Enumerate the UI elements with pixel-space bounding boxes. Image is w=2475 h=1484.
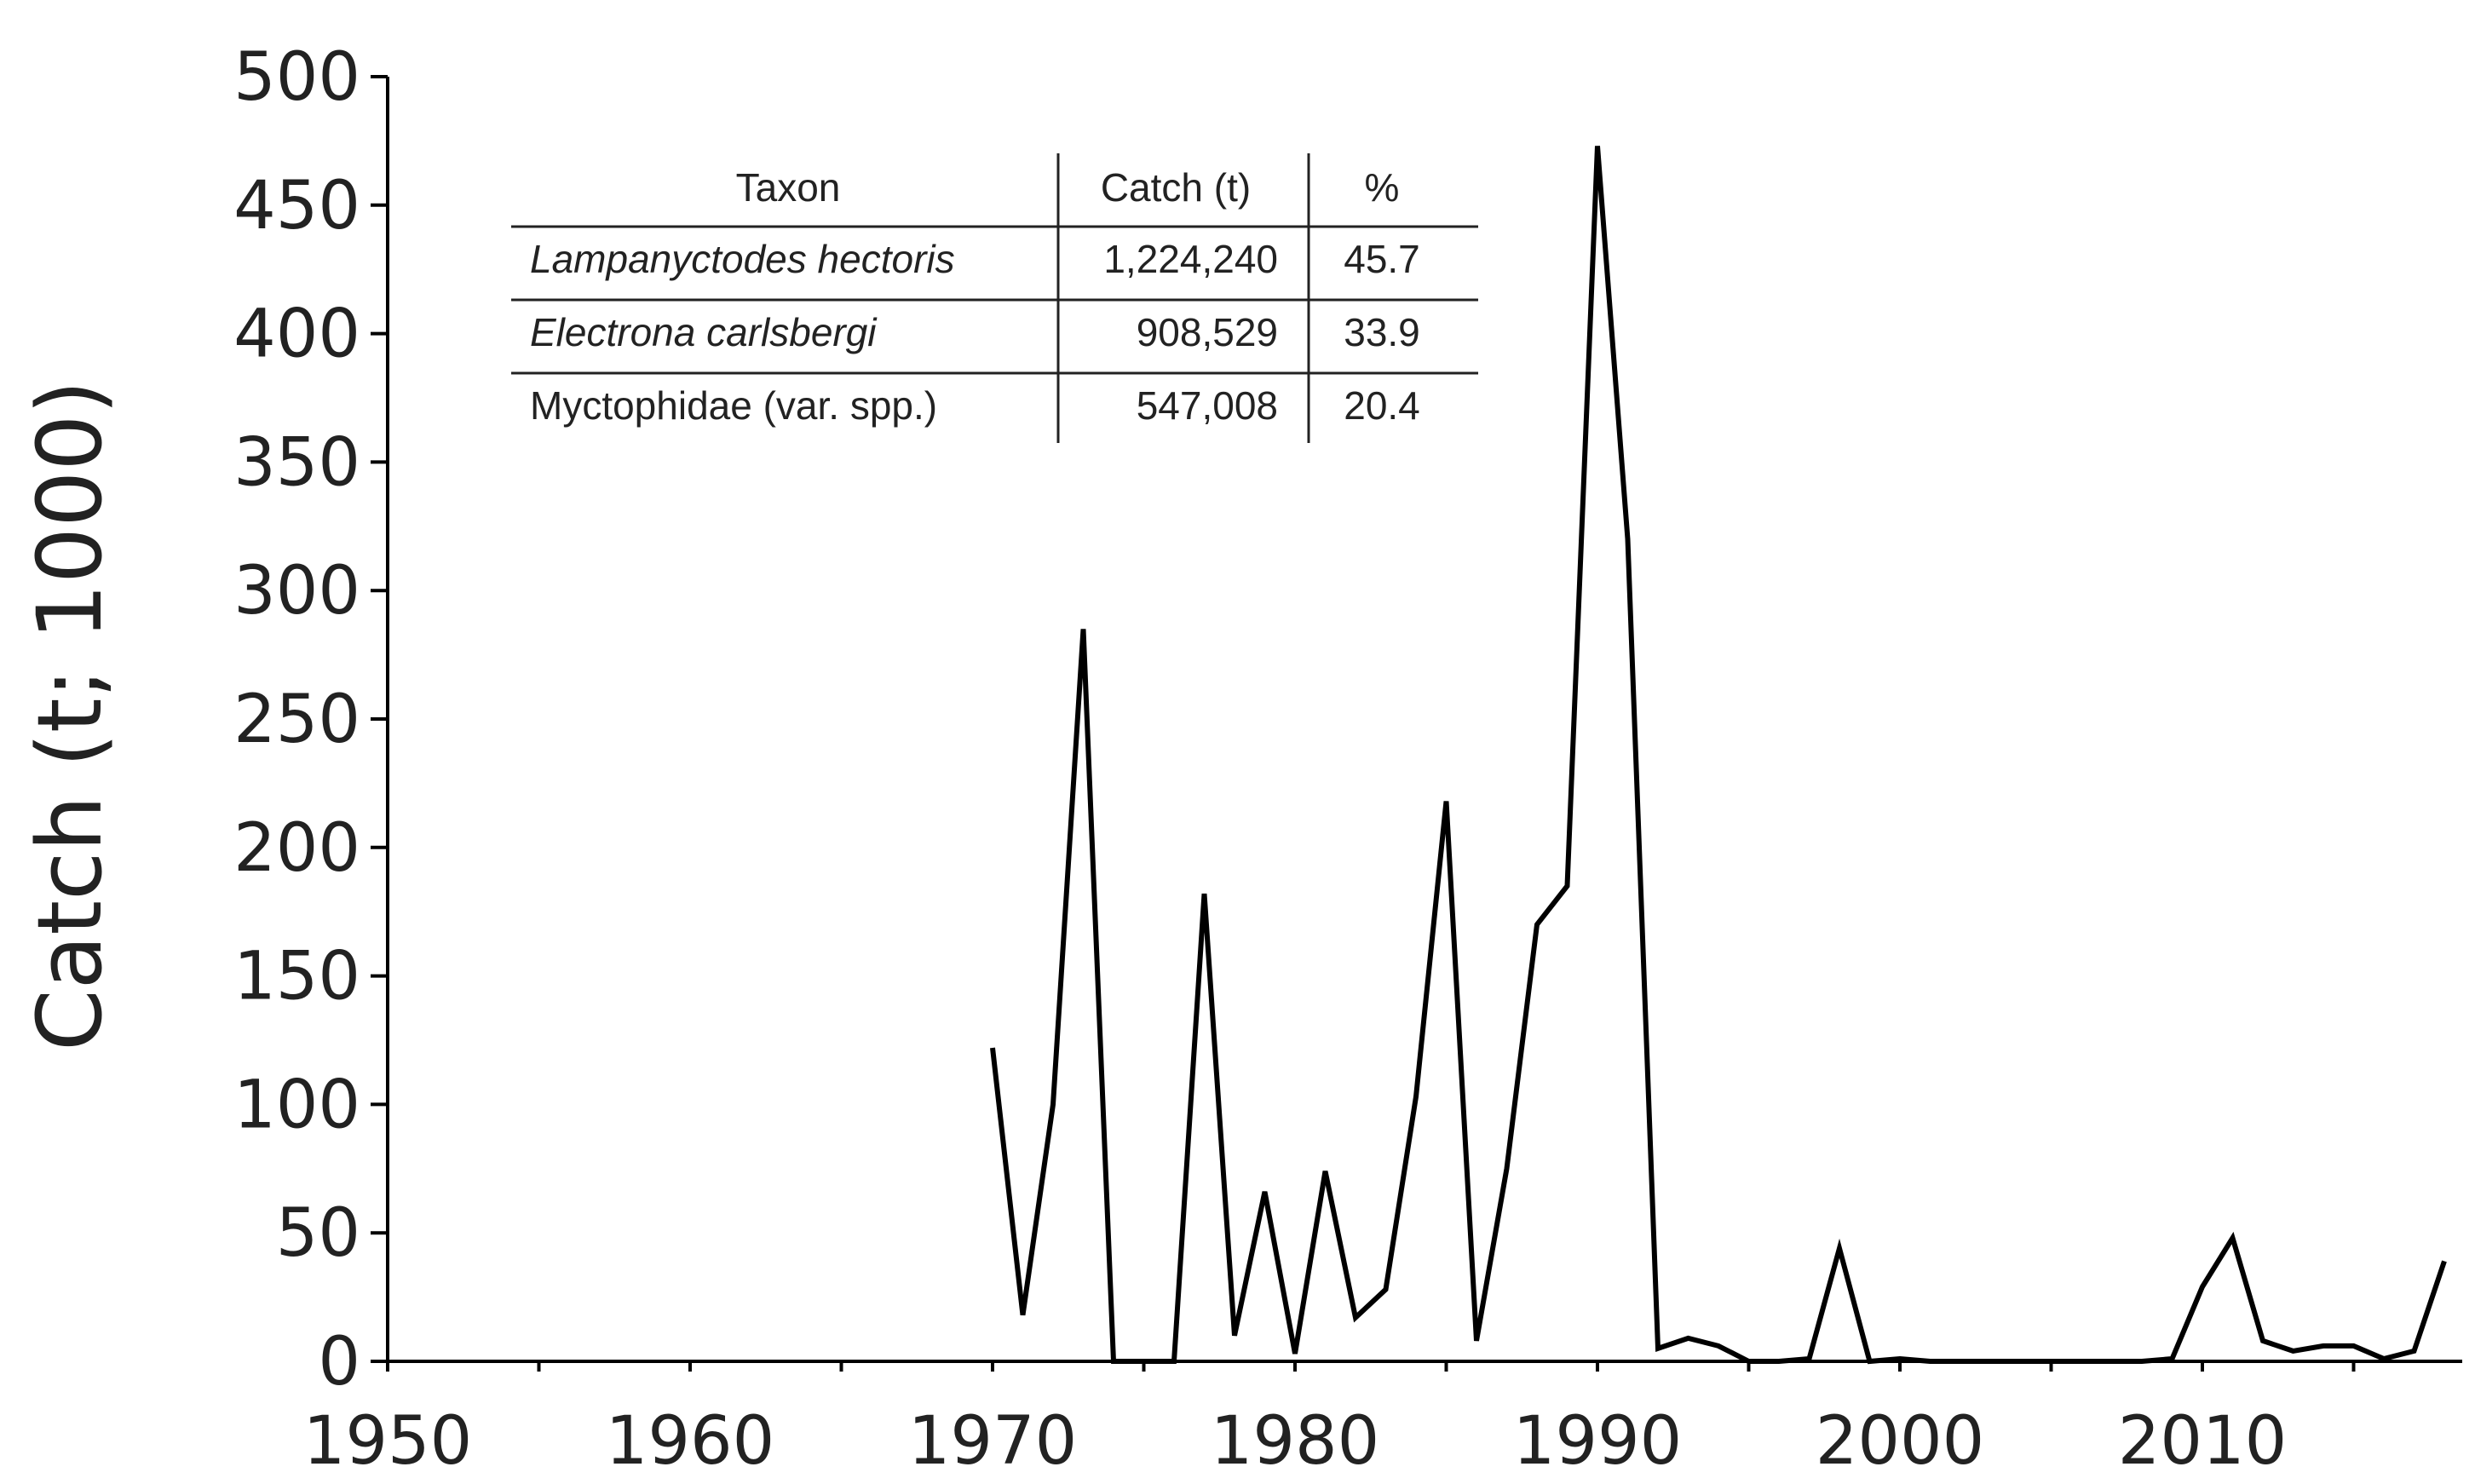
y-tick-label: 400 [233, 296, 360, 373]
y-tick-label: 250 [233, 682, 360, 758]
table-cell-taxon: Myctophidae (var. spp.) [530, 383, 937, 428]
x-tick-label: 2010 [2118, 1403, 2288, 1480]
x-tick-label: 1960 [606, 1403, 775, 1480]
x-tick-label: 2000 [1816, 1403, 1985, 1480]
y-tick-label: 0 [318, 1324, 360, 1401]
y-tick-label: 300 [233, 553, 360, 630]
y-ticks: 0 50 100 150 200 250 300 350 400 450 500 [233, 39, 388, 1401]
table-header-catch: Catch (t) [1101, 165, 1251, 210]
table-header-pct: % [1365, 165, 1400, 210]
y-tick-label: 100 [233, 1067, 360, 1143]
x-tick-label: 1950 [303, 1403, 473, 1480]
table-cell-pct: 33.9 [1344, 310, 1420, 354]
table-cell-pct: 20.4 [1344, 383, 1420, 428]
inset-table: Taxon Catch (t) % Lampanyctodes hectoris… [511, 153, 1478, 443]
x-tick-label: 1980 [1211, 1403, 1380, 1480]
x-ticks: 1950 1960 1970 1980 1990 2000 2010 [303, 1361, 2356, 1480]
y-tick-label: 150 [233, 939, 360, 1015]
series-line [990, 146, 2447, 1365]
y-tick-label: 500 [233, 39, 360, 116]
table-cell-pct: 45.7 [1344, 237, 1420, 281]
y-tick-label: 200 [233, 810, 360, 887]
table-cell-taxon: Lampanyctodes hectoris [530, 237, 955, 281]
table-cell-catch: 1,224,240 [1103, 237, 1278, 281]
table-cell-catch: 908,529 [1137, 310, 1278, 354]
x-tick-label: 1990 [1513, 1403, 1683, 1480]
table-cell-catch: 547,008 [1137, 383, 1278, 428]
y-tick-label: 450 [233, 168, 360, 244]
y-tick-label: 350 [233, 424, 360, 501]
table-cell-taxon: Electrona carlsbergi [530, 310, 878, 354]
x-tick-label: 1970 [908, 1403, 1078, 1480]
y-axis-title: Catch (t; 1000) [18, 380, 122, 1051]
table-header-taxon: Taxon [736, 165, 841, 210]
y-tick-label: 50 [276, 1195, 360, 1272]
